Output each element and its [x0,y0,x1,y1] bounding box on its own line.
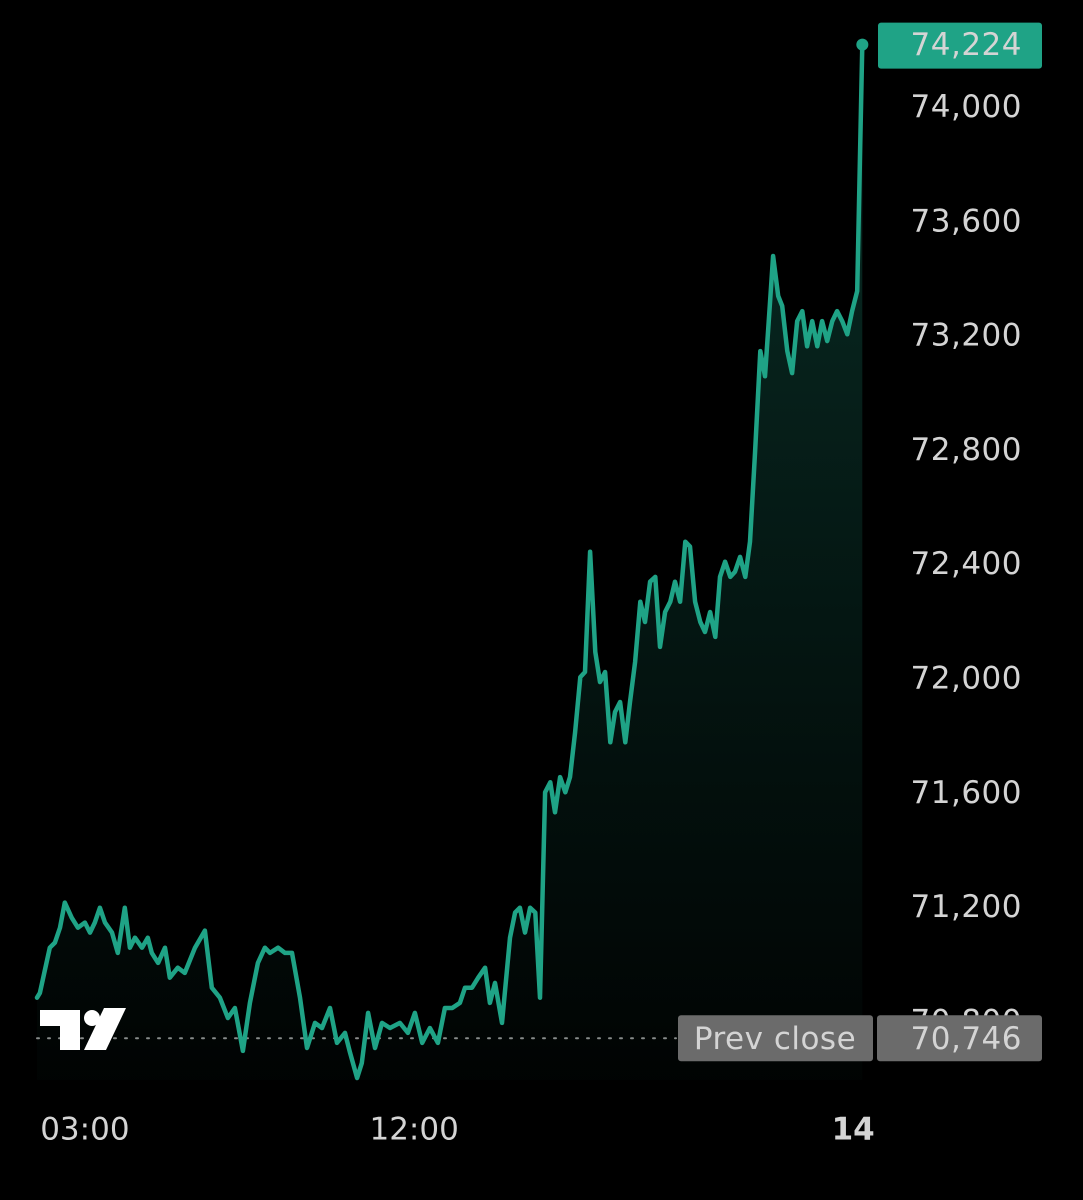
y-tick-label: 73,600 [911,203,1022,239]
x-tick-label: 14 [832,1112,875,1148]
prev-close-title: Prev close [694,1021,856,1057]
y-tick-label: 72,000 [911,661,1022,697]
tradingview-logo [40,1008,126,1050]
logo-part [84,1008,126,1050]
overlay-layer: 74,224 Prev close 70,746 [678,22,1042,1062]
y-tick-label: 72,400 [911,546,1022,582]
last-point [856,38,869,51]
price-line [34,42,865,1081]
last-price-box [878,22,1042,69]
x-tick-label: 12:00 [369,1112,458,1148]
prev-close-value: 70,746 [911,1021,1022,1057]
y-tick-label: 72,800 [911,432,1022,468]
y-tick-label: 71,200 [911,889,1022,925]
logo-part [40,1010,80,1050]
y-tick-label: 74,000 [911,89,1022,125]
prev-close-value-box [877,1015,1042,1062]
last-price-label: 74,224 [911,27,1022,63]
area [37,44,863,1081]
y-tick-label: 71,600 [911,775,1022,811]
plot-layer [34,38,869,1081]
logo-part [84,1010,100,1026]
x-tick-label: 03:00 [40,1112,129,1148]
prev-close-title-box [678,1015,873,1062]
y-tick-label: 73,200 [911,318,1022,354]
axis-layer: 70,80071,20071,60072,00072,40072,80073,2… [36,89,1022,1148]
